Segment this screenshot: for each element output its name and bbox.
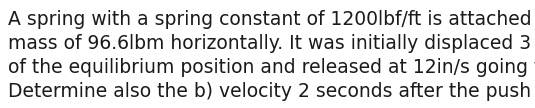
Text: mass of 96.6lbm horizontally. It was initially displaced 3 inches to the left: mass of 96.6lbm horizontally. It was ini… [8,34,535,53]
Text: of the equilibrium position and released at 12in/s going to the right.: of the equilibrium position and released… [8,58,535,77]
Text: A spring with a spring constant of 1200lbf/ft is attached to block with a: A spring with a spring constant of 1200l… [8,10,535,29]
Text: Determine also the b) velocity 2 seconds after the push in ft/s: Determine also the b) velocity 2 seconds… [8,82,535,101]
